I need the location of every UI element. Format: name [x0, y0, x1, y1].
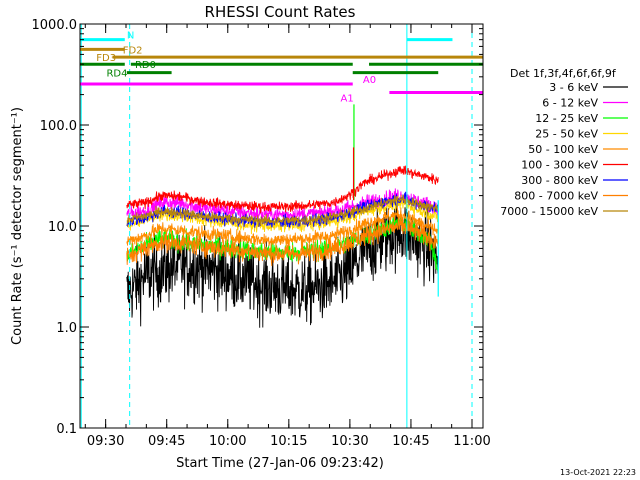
- legend-label-2: 6 - 12 keV: [542, 97, 598, 110]
- status-label-a0: A0: [363, 75, 376, 86]
- x-tick-label: 09:30: [87, 434, 124, 449]
- series-line-1: [126, 198, 439, 328]
- series-line-2: [126, 188, 439, 225]
- status-label-rd4: RD4: [106, 69, 127, 80]
- x-tick-label: 10:45: [392, 434, 429, 449]
- series-line-6: [126, 165, 439, 214]
- y-tick-label: 10.0: [48, 220, 77, 235]
- legend-label-3: 12 - 25 keV: [535, 112, 598, 125]
- legend-label-7: 300 - 800 keV: [521, 174, 598, 187]
- x-tick-label: 10:15: [270, 434, 307, 449]
- legend-label-9: 7000 - 15000 keV: [500, 205, 598, 218]
- series-line-5: [126, 206, 439, 249]
- x-tick-label: 11:00: [453, 434, 490, 449]
- x-tick-label: 10:30: [331, 434, 368, 449]
- legend-label-6: 100 - 300 keV: [521, 159, 598, 172]
- legend: Det 1f,3f,4f,6f,6f,9f 3 - 6 keV 6 - 12 ke…: [500, 67, 628, 218]
- status-label-a1: A1: [341, 93, 354, 104]
- timestamp: 13-Oct-2021 22:23: [560, 468, 636, 477]
- plot-clip-group: N FD2 FD3 RD0 RD4 A0 A1: [80, 24, 483, 428]
- legend-label-1: 3 - 6 keV: [549, 81, 598, 94]
- y-tick-label: 100.0: [40, 119, 77, 134]
- x-tick-label: 10:00: [209, 434, 246, 449]
- plot-area: N FD2 FD3 RD0 RD4 A0 A1: [80, 24, 483, 428]
- x-tick-label: 09:45: [148, 434, 185, 449]
- legend-title: Det 1f,3f,4f,6f,6f,9f: [510, 67, 617, 80]
- series-line-8: [126, 214, 439, 267]
- status-label-n: N: [127, 31, 134, 42]
- chart-title: RHESSI Count Rates: [205, 3, 356, 21]
- y-tick-label: 1.0: [56, 321, 77, 336]
- y-tick-label: 1000.0: [32, 18, 78, 33]
- status-label-rd0: RD0: [135, 60, 156, 71]
- series-line-9: [126, 194, 439, 227]
- legend-label-4: 25 - 50 keV: [535, 128, 598, 141]
- legend-label-8: 800 - 7000 keV: [514, 190, 598, 203]
- status-label-fd2: FD2: [123, 45, 143, 56]
- y-axis-label: Count Rate (s⁻¹ detector segment⁻¹): [10, 107, 25, 345]
- axes: 0.1 1.0 10.0 100.0 1000.0 09:30 09:45 10:00 10:1…: [32, 18, 491, 449]
- x-axis-label: Start Time (27-Jan-06 09:23:42): [176, 456, 384, 471]
- y-tick-label: 0.1: [56, 422, 77, 437]
- legend-label-5: 50 - 100 keV: [528, 143, 598, 156]
- status-label-fd3: FD3: [96, 53, 116, 64]
